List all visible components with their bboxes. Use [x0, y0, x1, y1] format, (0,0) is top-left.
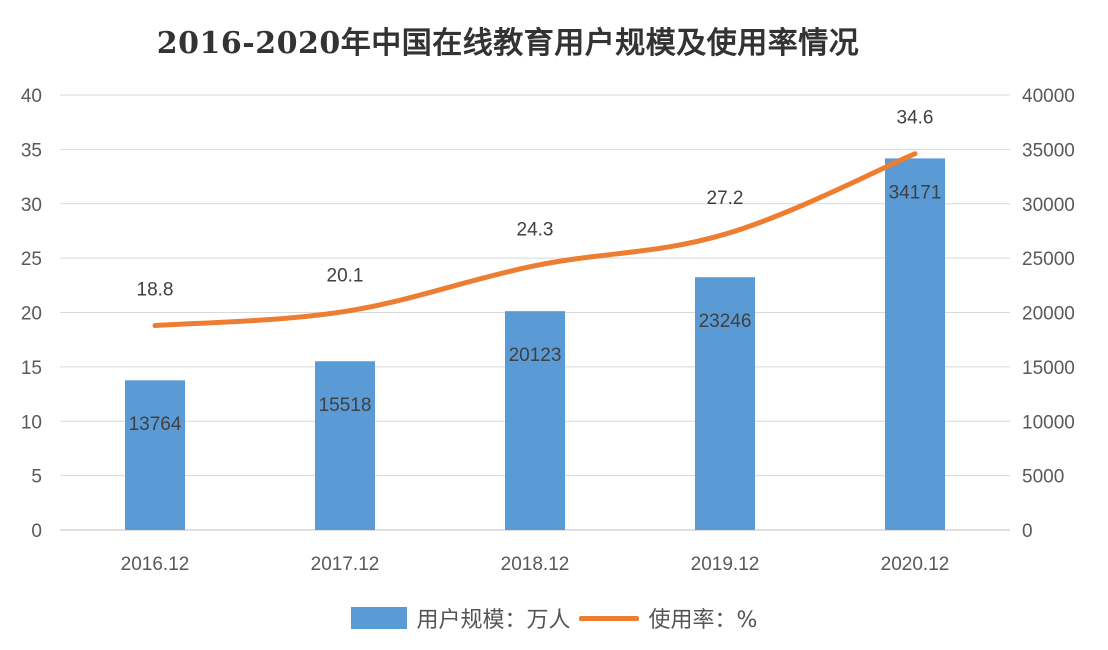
x-tick-label: 2019.12: [691, 554, 760, 575]
y-left-tick-label: 25: [21, 249, 42, 270]
y-right-tick-label: 30000: [1022, 195, 1075, 216]
bar: [125, 380, 185, 530]
line-value-label: 18.8: [137, 280, 174, 301]
y-left-tick-label: 35: [21, 140, 42, 161]
y-right-tick-label: 20000: [1022, 304, 1075, 325]
data-labels: 13764 15518 20123 23246 34171 18.8 20.1 24.3 27.…: [129, 108, 942, 435]
legend-line-swatch: [578, 615, 639, 621]
line-value-label: 24.3: [517, 220, 554, 241]
legend-label-line: 使用率：%: [648, 608, 758, 633]
chart-title: 2016-2020年中国在线教育用户规模及使用率情况: [156, 26, 860, 61]
y-axis-left: 0 5 10 15 20 25 30 35 40: [21, 86, 42, 542]
bar: [695, 277, 755, 530]
y-right-tick-label: 35000: [1022, 140, 1075, 161]
bar-value-label: 15518: [319, 395, 372, 416]
x-tick-label: 2016.12: [121, 554, 190, 575]
y-right-tick-label: 25000: [1022, 249, 1075, 270]
x-tick-label: 2020.12: [881, 554, 950, 575]
bar-series: [125, 158, 945, 530]
y-left-tick-label: 40: [21, 86, 42, 107]
y-left-tick-label: 30: [21, 195, 42, 216]
legend-label-bars: 用户规模：万人: [416, 608, 571, 633]
bar-value-label: 34171: [889, 182, 942, 203]
bar: [885, 158, 945, 530]
y-right-tick-label: 5000: [1022, 467, 1064, 488]
bar-value-label: 20123: [509, 345, 562, 366]
y-right-tick-label: 15000: [1022, 358, 1075, 379]
plot-area: 0 5 10 15 20 25 30 35 40 0 5000 10000 15000 20000 250…: [21, 86, 1075, 575]
bar-value-label: 23246: [699, 311, 752, 332]
x-tick-label: 2018.12: [501, 554, 570, 575]
legend-item-bars: 用户规模：万人: [350, 602, 571, 634]
y-left-tick-label: 5: [31, 467, 42, 488]
y-left-tick-label: 20: [21, 304, 42, 325]
y-left-tick-label: 10: [21, 412, 42, 433]
line-series: [152, 151, 918, 329]
bar: [315, 361, 375, 530]
x-axis: 2016.12 2017.12 2018.12 2019.12 2020.12: [121, 554, 950, 575]
y-right-tick-label: 40000: [1022, 86, 1075, 107]
line-value-label: 34.6: [897, 108, 934, 129]
y-left-tick-label: 15: [21, 358, 42, 379]
line-value-label: 27.2: [707, 188, 744, 209]
y-axis-right: 0 5000 10000 15000 20000 25000 30000 35000 40000: [1022, 86, 1075, 542]
legend-bar-swatch: [350, 607, 407, 629]
bar-value-label: 13764: [129, 414, 182, 435]
y-left-tick-label: 0: [31, 521, 42, 542]
legend-item-line: 使用率：%: [578, 602, 758, 634]
y-right-tick-label: 10000: [1022, 412, 1075, 433]
x-tick-label: 2017.12: [311, 554, 380, 575]
bar: [505, 311, 565, 530]
legend: 用户规模：万人 使用率：%: [0, 602, 1108, 634]
line-value-label: 20.1: [327, 265, 364, 286]
y-right-tick-label: 0: [1022, 521, 1033, 542]
